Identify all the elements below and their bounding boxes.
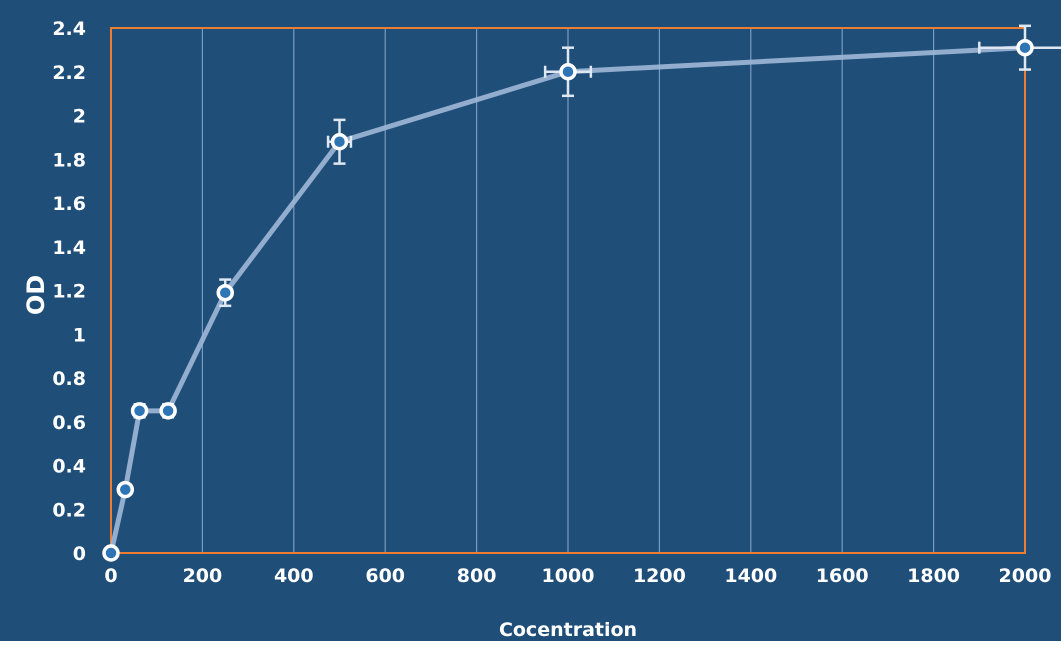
y-tick-label: 0	[73, 543, 86, 565]
y-tick-label: 0.2	[52, 499, 86, 521]
y-tick-label: 2.2	[52, 62, 86, 84]
data-point	[1016, 38, 1034, 57]
x-tick-label: 600	[365, 565, 405, 587]
plot-area-border	[110, 27, 1026, 554]
y-tick-label: 0.4	[52, 456, 86, 478]
y-axis-label: OD	[22, 275, 50, 315]
x-tick-label: 1200	[633, 565, 686, 587]
data-point	[159, 402, 177, 420]
x-tick-label: 200	[183, 565, 223, 587]
x-tick-label: 400	[274, 565, 314, 587]
x-tick-label: 0	[104, 565, 117, 587]
x-tick-label: 1000	[542, 565, 595, 587]
y-tick-label: 1.8	[52, 149, 86, 171]
data-point	[559, 63, 577, 81]
gridlines	[201, 28, 935, 553]
y-tick-label: 1	[73, 324, 86, 346]
y-tick-label: 1.6	[52, 193, 86, 215]
x-tick-label: 800	[457, 565, 497, 587]
data-series	[102, 24, 1061, 562]
y-axis-tick-labels: 0 0.2 0.4 0.6 0.8 1 1.2 1.4 1.6 1.8 2 2.2 2.4	[52, 18, 86, 565]
data-point	[102, 544, 120, 562]
y-tick-label: 0.6	[52, 412, 86, 434]
x-tick-label: 1800	[907, 565, 960, 587]
x-axis-label: Cocentration	[499, 619, 637, 641]
data-point	[216, 283, 234, 302]
x-tick-label: 1400	[724, 565, 777, 587]
series-line	[108, 45, 1026, 554]
y-tick-label: 1.4	[52, 237, 86, 259]
data-point	[130, 402, 149, 420]
x-tick-label: 2000	[999, 565, 1052, 587]
y-tick-label: 2.4	[52, 18, 86, 40]
y-tick-label: 0.8	[52, 368, 86, 390]
y-tick-label: 1.2	[52, 281, 86, 303]
data-point	[330, 133, 349, 151]
x-axis-tick-labels: 0 200 400 600 800 1000 1200 1400 1600 1800 2000	[104, 565, 1051, 587]
x-tick-label: 1600	[816, 565, 869, 587]
data-point	[116, 480, 135, 499]
y-tick-label: 2	[73, 106, 86, 128]
